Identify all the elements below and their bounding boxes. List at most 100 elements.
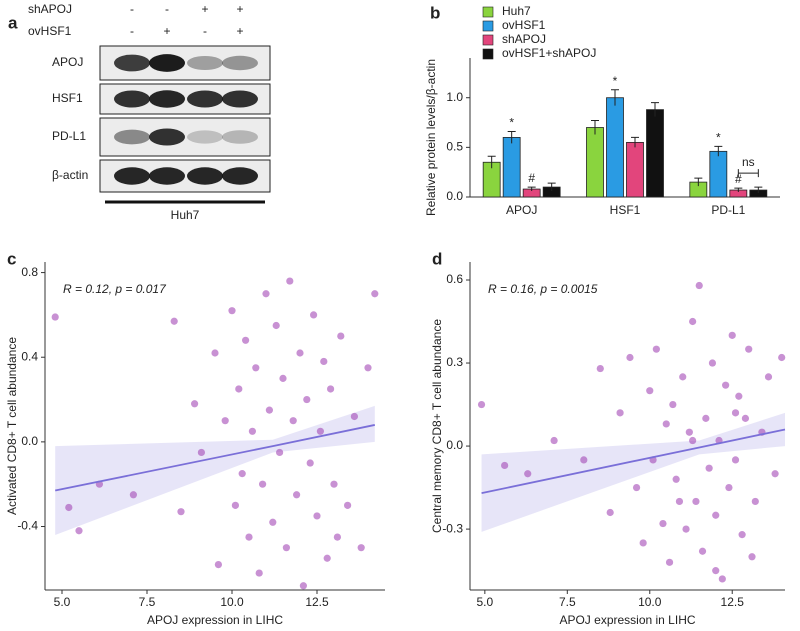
stat-annotation: R = 0.16, p = 0.0015 bbox=[488, 282, 598, 296]
x-tick-label: 12.5 bbox=[305, 595, 329, 609]
y-axis-label: Activated CD8+ T cell abundance bbox=[5, 337, 19, 515]
point bbox=[771, 470, 779, 478]
bar bbox=[586, 127, 604, 198]
point bbox=[245, 533, 253, 541]
point bbox=[306, 459, 314, 467]
annotation: ns bbox=[742, 155, 755, 169]
protein-label: HSF1 bbox=[52, 91, 83, 105]
blot-band bbox=[187, 55, 223, 71]
y-tick-label: -0.3 bbox=[442, 521, 463, 535]
blot-band bbox=[187, 90, 223, 108]
point bbox=[550, 436, 558, 445]
point bbox=[357, 544, 365, 552]
point bbox=[698, 547, 707, 555]
x-tick-label: 5.0 bbox=[476, 595, 493, 609]
bar bbox=[502, 137, 521, 198]
point bbox=[501, 461, 509, 470]
point bbox=[665, 558, 674, 566]
point bbox=[685, 428, 693, 436]
x-axis-label: APOJ expression in LIHC bbox=[559, 613, 695, 627]
point bbox=[689, 317, 697, 326]
point bbox=[238, 470, 246, 478]
point bbox=[712, 511, 720, 519]
point bbox=[708, 359, 717, 367]
blot-band bbox=[149, 167, 185, 185]
confidence-band bbox=[55, 405, 375, 535]
point bbox=[303, 395, 311, 404]
condition-sign: + bbox=[201, 2, 208, 16]
condition-sign: - bbox=[130, 24, 134, 38]
point bbox=[477, 400, 486, 409]
blot-band bbox=[149, 90, 185, 108]
point bbox=[692, 497, 700, 506]
point bbox=[313, 512, 321, 520]
protein-label: APOJ bbox=[52, 55, 83, 69]
point bbox=[293, 491, 301, 499]
point bbox=[705, 464, 713, 472]
x-tick-label: APOJ bbox=[506, 203, 537, 217]
point bbox=[191, 400, 199, 408]
error-bar bbox=[651, 102, 659, 117]
y-tick-label: -0.4 bbox=[17, 519, 38, 533]
condition-sign: + bbox=[163, 24, 170, 38]
point bbox=[177, 508, 185, 516]
point bbox=[745, 345, 753, 353]
bar bbox=[626, 141, 644, 198]
legend-swatch bbox=[482, 34, 494, 46]
bar bbox=[606, 97, 624, 198]
blot-band bbox=[187, 130, 223, 144]
point bbox=[252, 364, 260, 372]
point bbox=[738, 531, 746, 539]
point bbox=[606, 508, 614, 517]
blot-band bbox=[149, 128, 185, 146]
error-bar bbox=[714, 145, 723, 157]
y-tick-label: 0.0 bbox=[446, 189, 463, 203]
cell-line: Huh7 bbox=[171, 208, 200, 222]
blot-band bbox=[114, 54, 150, 72]
point bbox=[310, 311, 318, 319]
x-tick-label: 10.0 bbox=[220, 595, 244, 609]
blot-band bbox=[114, 167, 150, 185]
annotation: # bbox=[528, 171, 535, 185]
blot-band bbox=[149, 54, 185, 72]
point bbox=[296, 349, 304, 357]
point bbox=[235, 385, 243, 393]
bar bbox=[709, 150, 728, 198]
point bbox=[242, 336, 250, 344]
point bbox=[728, 331, 736, 339]
error-bar bbox=[754, 186, 763, 194]
point bbox=[646, 387, 654, 395]
y-axis-label: Central memory CD8+ T cell abundance bbox=[430, 319, 444, 533]
y-tick-label: 0.6 bbox=[446, 272, 463, 286]
point bbox=[616, 409, 624, 417]
point bbox=[669, 400, 677, 409]
annotation: * bbox=[716, 131, 721, 145]
y-tick-label: 0.5 bbox=[446, 140, 463, 154]
condition-label: shAPOJ bbox=[28, 2, 72, 16]
point bbox=[221, 417, 229, 425]
point bbox=[371, 290, 379, 298]
point bbox=[652, 345, 660, 353]
point bbox=[272, 321, 280, 330]
point bbox=[129, 491, 137, 499]
point bbox=[269, 518, 277, 526]
point bbox=[702, 414, 710, 422]
blot-band bbox=[222, 90, 258, 108]
error-bar bbox=[547, 182, 556, 192]
annotation: * bbox=[613, 74, 618, 88]
error-bar bbox=[631, 136, 639, 148]
point bbox=[350, 412, 358, 421]
point bbox=[344, 501, 352, 509]
point bbox=[672, 475, 680, 483]
point bbox=[299, 582, 307, 590]
point bbox=[265, 406, 273, 414]
y-tick-label: 0.0 bbox=[21, 434, 38, 448]
y-axis-label: Relative protein levels/β-actin bbox=[424, 59, 438, 216]
annotation: # bbox=[735, 172, 742, 186]
panel-label: a bbox=[8, 13, 18, 32]
point bbox=[596, 364, 604, 373]
point bbox=[682, 525, 690, 533]
point bbox=[662, 420, 670, 428]
error-bar bbox=[487, 155, 496, 169]
point bbox=[262, 290, 270, 298]
